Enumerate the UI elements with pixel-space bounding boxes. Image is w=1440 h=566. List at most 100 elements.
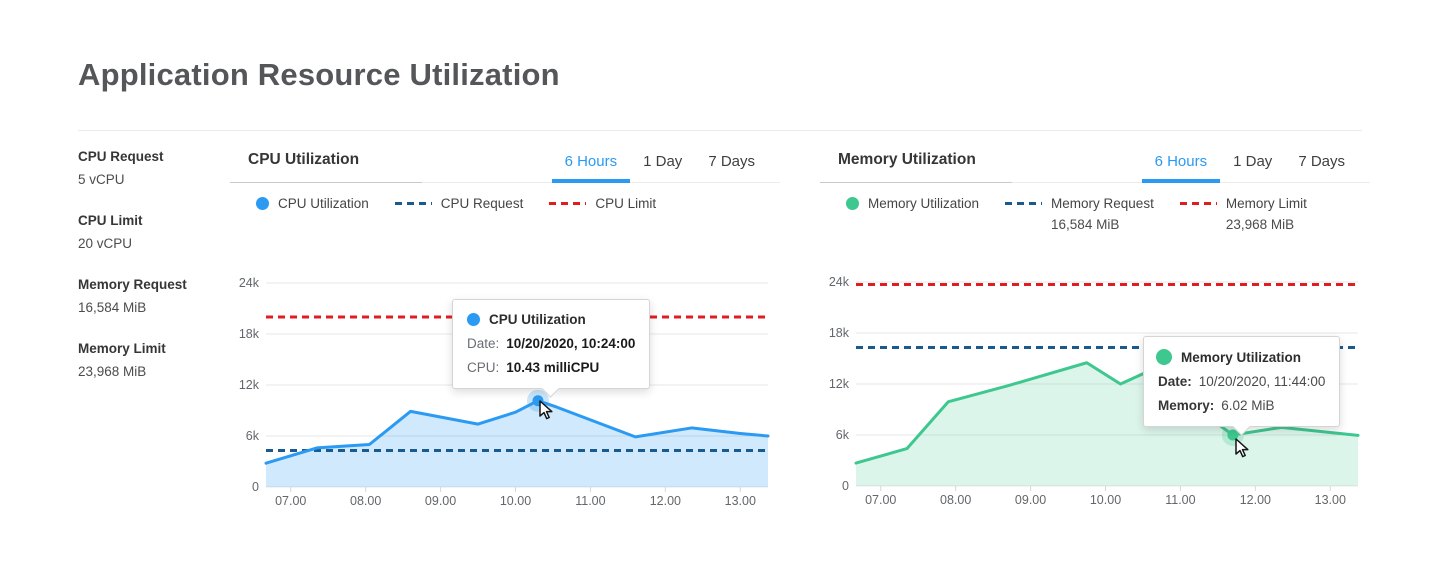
series-dot-icon [467,313,480,326]
tooltip-metric-label: Memory: [1158,398,1215,413]
svg-text:12.00: 12.00 [650,494,681,508]
legend-memory-limit: Memory Limit 23,968 MiB [1179,196,1307,232]
svg-text:11.00: 11.00 [575,494,605,508]
svg-text:08.00: 08.00 [940,493,971,507]
summary-value: 5 vCPU [78,172,125,187]
legend-row: Memory Limit [1179,196,1307,211]
summary-item-memory-limit: Memory Limit 23,968 MiB [78,341,228,379]
svg-text:10.00: 10.00 [1090,493,1121,507]
summary-item-cpu-limit: CPU Limit 20 vCPU [78,213,228,251]
svg-text:07.00: 07.00 [865,493,896,507]
cpu-chart-title: CPU Utilization [248,151,360,168]
title-underline [230,182,422,183]
svg-text:07.00: 07.00 [275,494,306,508]
memory-card-header: Memory Utilization 6 Hours 1 Day 7 Days [820,142,1370,183]
series-dot-icon [1156,349,1172,365]
memory-legend: Memory Utilization Memory Request 16,584… [846,196,1370,232]
tab-7-days[interactable]: 7 Days [708,153,755,170]
svg-text:24k: 24k [239,276,260,290]
legend-value: 23,968 MiB [1225,217,1295,232]
svg-text:12k: 12k [239,378,260,392]
tooltip-date-value: 10/20/2020, 11:44:00 [1198,374,1326,389]
svg-text:08.00: 08.00 [350,494,381,508]
cpu-utilization-chart[interactable]: 0 6k 12k 18k 24k 07.00 08.00 09.00 10.00 11.00 12.… [230,275,780,515]
tooltip-date-value: 10/20/2020, 10:24:00 [506,336,636,351]
memory-tooltip: Memory Utilization Date: 10/20/2020, 11:… [1143,336,1341,427]
summary-value: 16,584 MiB [78,300,147,315]
legend-memory-utilization: Memory Utilization [846,196,979,211]
svg-text:18k: 18k [829,326,850,340]
summary-item-memory-request: Memory Request 16,584 MiB [78,277,228,315]
svg-text:10.00: 10.00 [500,494,531,508]
svg-text:0: 0 [252,480,259,494]
tab-1-day[interactable]: 1 Day [643,153,683,170]
tooltip-metric-value: 6.02 MiB [1221,398,1275,413]
tab-7-days[interactable]: 7 Days [1298,153,1345,170]
cpu-legend: CPU Utilization CPU Request CPU Limit [256,196,780,211]
legend-memory-request: Memory Request 16,584 MiB [1005,196,1154,232]
cpu-tooltip: CPU Utilization Date: 10/20/2020, 10:24:… [452,299,651,389]
svg-text:6k: 6k [246,429,260,443]
svg-text:13.00: 13.00 [725,494,756,508]
dashed-line-icon [394,202,432,205]
dashed-line-icon [1005,202,1043,205]
page-title: Application Resource Utilization [78,57,560,92]
summary-value: 20 vCPU [78,236,133,251]
resource-summary-sidebar: CPU Request 5 vCPU CPU Limit 20 vCPU Mem… [78,149,228,405]
svg-text:09.00: 09.00 [1015,493,1046,507]
memory-utilization-card: Memory Utilization 6 Hours 1 Day 7 Days … [820,142,1370,514]
tooltip-date-label: Date: [1158,374,1192,389]
series-dot-icon [846,197,859,210]
tooltip-date-label: Date: [467,336,500,351]
tab-6-hours[interactable]: 6 Hours [1141,153,1221,183]
page-divider [78,130,1362,131]
svg-text:6k: 6k [836,428,850,442]
tooltip-metric-row: Memory: 6.02 MiB [1158,398,1325,413]
legend-row: Memory Request [1005,196,1154,211]
svg-text:18k: 18k [239,327,260,341]
tab-1-day[interactable]: 1 Day [1233,153,1273,170]
svg-text:12.00: 12.00 [1240,493,1271,507]
memory-utilization-chart[interactable]: 0 6k 12k 18k 24k 07.00 08.00 09.00 10.00 11.00 12.… [820,274,1370,514]
tooltip-series-name: Memory Utilization [1181,349,1302,365]
legend-label: Memory Limit [1225,196,1307,211]
cpu-time-range-tabs: 6 Hours 1 Day 7 Days [551,153,768,183]
summary-value: 23,968 MiB [78,364,147,379]
legend-value: 16,584 MiB [1051,217,1120,232]
tooltip-metric-label: CPU: [467,360,500,375]
title-underline [820,182,1012,183]
legend-label: Memory Request [1051,196,1154,211]
summary-item-cpu-request: CPU Request 5 vCPU [78,149,228,187]
legend-label: Memory Utilization [868,196,980,211]
series-dot-icon [256,197,269,210]
tab-6-hours[interactable]: 6 Hours [551,153,631,183]
summary-label: CPU Request [78,149,164,164]
summary-label: CPU Limit [78,213,143,228]
summary-label: Memory Request [78,277,187,292]
tooltip-metric-row: CPU: 10.43 milliCPU [467,360,635,375]
legend-cpu-utilization: CPU Utilization [256,196,369,211]
legend-label: CPU Request [440,196,524,211]
summary-label: Memory Limit [78,341,166,356]
svg-text:24k: 24k [829,275,850,289]
svg-text:12k: 12k [829,377,850,391]
dashed-line-icon [549,202,587,205]
legend-label: CPU Limit [595,196,657,211]
tooltip-metric-value: 10.43 milliCPU [506,360,600,375]
legend-cpu-request: CPU Request [394,196,524,211]
memory-time-range-tabs: 6 Hours 1 Day 7 Days [1141,153,1358,183]
svg-text:0: 0 [842,479,849,493]
svg-text:09.00: 09.00 [425,494,456,508]
tooltip-title-row: Memory Utilization [1156,349,1325,365]
tooltip-date-row: Date: 10/20/2020, 10:24:00 [467,336,635,351]
svg-text:13.00: 13.00 [1315,493,1346,507]
tooltip-date-row: Date: 10/20/2020, 11:44:00 [1158,374,1325,389]
cpu-utilization-card: CPU Utilization 6 Hours 1 Day 7 Days CPU… [230,142,780,515]
legend-label: CPU Utilization [278,196,369,211]
svg-text:11.00: 11.00 [1165,493,1195,507]
dashed-line-icon [1179,202,1217,205]
tooltip-series-name: CPU Utilization [489,312,586,327]
legend-cpu-limit: CPU Limit [549,196,656,211]
tooltip-title-row: CPU Utilization [467,312,635,327]
memory-chart-title: Memory Utilization [838,151,976,168]
